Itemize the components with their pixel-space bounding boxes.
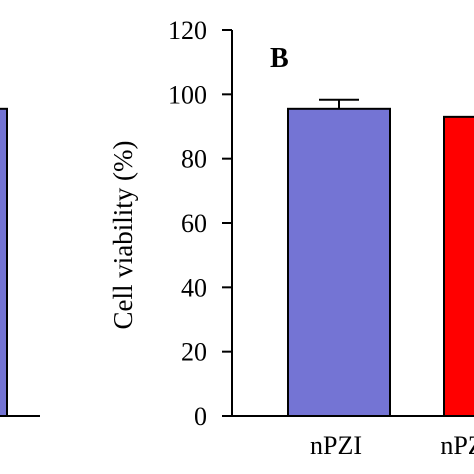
y-tick-label-80: 80 xyxy=(181,145,207,174)
left-panel-partial-bar xyxy=(0,107,8,418)
y-tick-label-20: 20 xyxy=(181,338,207,367)
y-tick-label-60: 60 xyxy=(181,209,207,238)
panel-label: B xyxy=(270,43,289,74)
x-tick-label-1: nPZI xyxy=(310,431,362,460)
chart-axes: 0 20 40 60 80 100 120 xyxy=(168,16,474,431)
y-axis-label: Cell viability (%) xyxy=(108,141,138,330)
bar-2 xyxy=(443,115,474,417)
y-tick-label-100: 100 xyxy=(168,80,207,109)
y-tick-label-40: 40 xyxy=(181,273,207,302)
y-tick-label-0: 0 xyxy=(194,402,207,431)
x-tick-label-2: nPZ xyxy=(440,431,474,460)
bar-1 xyxy=(287,107,391,418)
chart-marks: nPZI nPZ xyxy=(0,98,474,460)
y-tick-label-120: 120 xyxy=(168,16,207,45)
